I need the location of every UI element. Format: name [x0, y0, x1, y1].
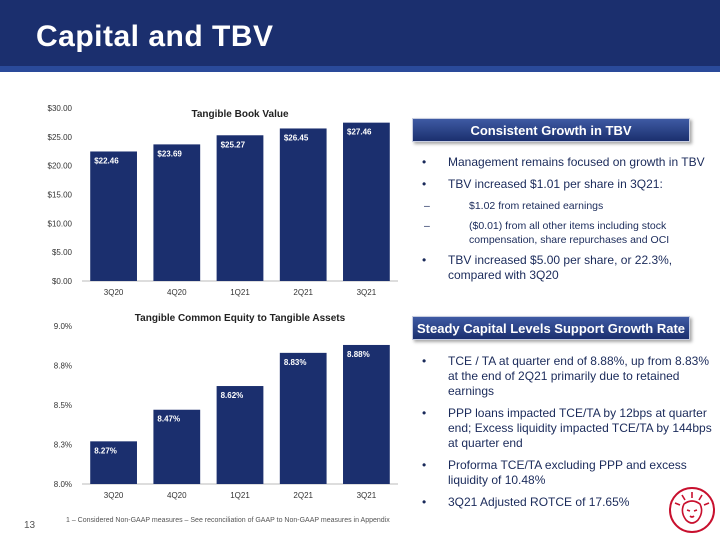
y-tick-label: $15.00 — [48, 191, 73, 200]
chart-title: Tangible Book Value — [191, 109, 288, 120]
x-tick-label: 2Q21 — [293, 288, 313, 297]
tbv-bullet-list: • Management remains focused on growth in… — [420, 155, 712, 290]
bullet-text: TCE / TA at quarter end of 8.88%, up fro… — [448, 354, 710, 398]
bar-3q21 — [343, 122, 390, 281]
tbv-section-banner: Consistent Growth in TBV — [412, 118, 690, 142]
tbv-bar-chart: Tangible Book Value $0.00 $5.00 $10.00 $15.0… — [48, 104, 398, 297]
sub-bullet-text: ($0.01) from all other items including s… — [469, 220, 670, 246]
bullet-text: TBV increased $5.00 per share, or 22.3%,… — [448, 253, 673, 282]
capital-section-banner: Steady Capital Levels Support Growth Rat… — [412, 316, 690, 340]
bar-2q21 — [279, 352, 327, 484]
tce-ta-bar-chart: Tangible Common Equity to Tangible Asset… — [54, 313, 398, 500]
bar-4q20 — [153, 409, 201, 484]
dash-icon: – — [424, 220, 430, 232]
bullet-dot-icon: • — [422, 495, 427, 509]
header-accent-stripe — [0, 66, 720, 72]
capital-bullet-list: • TCE / TA at quarter end of 8.88%, up fr… — [420, 354, 712, 517]
x-tick-label: 1Q21 — [230, 288, 250, 297]
bullet-item: • Management remains focused on growth in… — [420, 155, 712, 170]
y-tick-label: $10.00 — [48, 219, 73, 228]
y-tick-label: 8.8% — [54, 362, 72, 371]
bullet-dot-icon: • — [422, 177, 427, 191]
bullet-item: • TBV increased $1.01 per share in 3Q21: — [420, 177, 712, 192]
bullet-item: • TCE / TA at quarter end of 8.88%, up fr… — [420, 354, 712, 399]
x-tick-label: 4Q20 — [167, 491, 187, 500]
y-tick-label: $30.00 — [48, 104, 73, 113]
bar-data-label: $26.45 — [284, 133, 309, 142]
bullet-item: • 3Q21 Adjusted ROTCE of 17.65% — [420, 495, 712, 510]
bullet-dot-icon: • — [422, 354, 427, 368]
y-tick-label: $20.00 — [48, 162, 73, 171]
bar-data-label: $27.46 — [347, 128, 372, 137]
bullet-dot-icon: • — [422, 155, 427, 169]
x-tick-label: 3Q21 — [357, 491, 377, 500]
y-tick-label: 9.0% — [54, 322, 72, 331]
bullet-text: 3Q21 Adjusted ROTCE of 17.65% — [448, 495, 630, 509]
x-tick-label: 1Q21 — [230, 491, 250, 500]
bar-data-label: 8.83% — [284, 358, 307, 367]
y-tick-label: $5.00 — [52, 248, 73, 257]
y-tick-label: $25.00 — [48, 133, 73, 142]
bar-data-label: 8.47% — [157, 415, 180, 424]
sub-bullet-text: $1.02 from retained earnings — [469, 200, 604, 212]
bullet-text: Management remains focused on growth in … — [448, 155, 705, 169]
x-tick-label: 3Q20 — [104, 288, 124, 297]
bar-1q21 — [216, 135, 264, 281]
bullet-text: TBV increased $1.01 per share in 3Q21: — [448, 177, 663, 191]
x-tick-label: 4Q20 — [167, 288, 187, 297]
bar-data-label: $23.69 — [157, 149, 182, 158]
bar-2q21 — [279, 128, 327, 281]
bullet-item: • Proforma TCE/TA excluding PPP and exces… — [420, 458, 712, 488]
page-number: 13 — [24, 520, 36, 531]
y-tick-label: 8.5% — [54, 401, 72, 410]
footnote: 1 – Considered Non-GAAP measures – See r… — [66, 517, 390, 524]
bullet-dot-icon: • — [422, 406, 427, 420]
bar-data-label: 8.88% — [347, 350, 370, 359]
y-tick-label: 8.0% — [54, 480, 72, 489]
bar-data-label: $25.27 — [221, 140, 246, 149]
slide-header: Capital and TBV — [0, 0, 720, 72]
x-tick-label: 2Q21 — [293, 491, 313, 500]
bar-1q21 — [216, 386, 264, 484]
bar-data-label: 8.62% — [221, 391, 244, 400]
bar-data-label: $22.46 — [94, 156, 119, 165]
bar-3q20 — [90, 151, 137, 281]
bullet-item: • TBV increased $5.00 per share, or 22.3%… — [420, 253, 712, 283]
sub-bullet-item: – ($0.01) from all other items including … — [420, 219, 712, 247]
y-tick-label: $0.00 — [52, 277, 73, 286]
dash-icon: – — [424, 200, 430, 212]
bar-data-label: 8.27% — [94, 446, 117, 455]
bullet-text: Proforma TCE/TA excluding PPP and excess… — [448, 458, 687, 487]
bullet-dot-icon: • — [422, 458, 427, 472]
y-tick-label: 8.3% — [54, 441, 72, 450]
x-tick-label: 3Q20 — [104, 491, 124, 500]
sub-bullet-item: – $1.02 from retained earnings — [420, 199, 712, 213]
bullet-item: • PPP loans impacted TCE/TA by 12bps at q… — [420, 406, 712, 451]
x-tick-label: 3Q21 — [357, 288, 377, 297]
bullet-dot-icon: • — [422, 253, 427, 267]
bullet-text: PPP loans impacted TCE/TA by 12bps at qu… — [448, 406, 712, 450]
bar-3q20 — [90, 441, 137, 484]
lion-logo-icon — [669, 487, 715, 533]
bar-4q20 — [153, 144, 201, 281]
chart-title: Tangible Common Equity to Tangible Asset… — [135, 313, 346, 324]
bar-3q21 — [343, 344, 390, 484]
slide-title: Capital and TBV — [36, 20, 274, 53]
